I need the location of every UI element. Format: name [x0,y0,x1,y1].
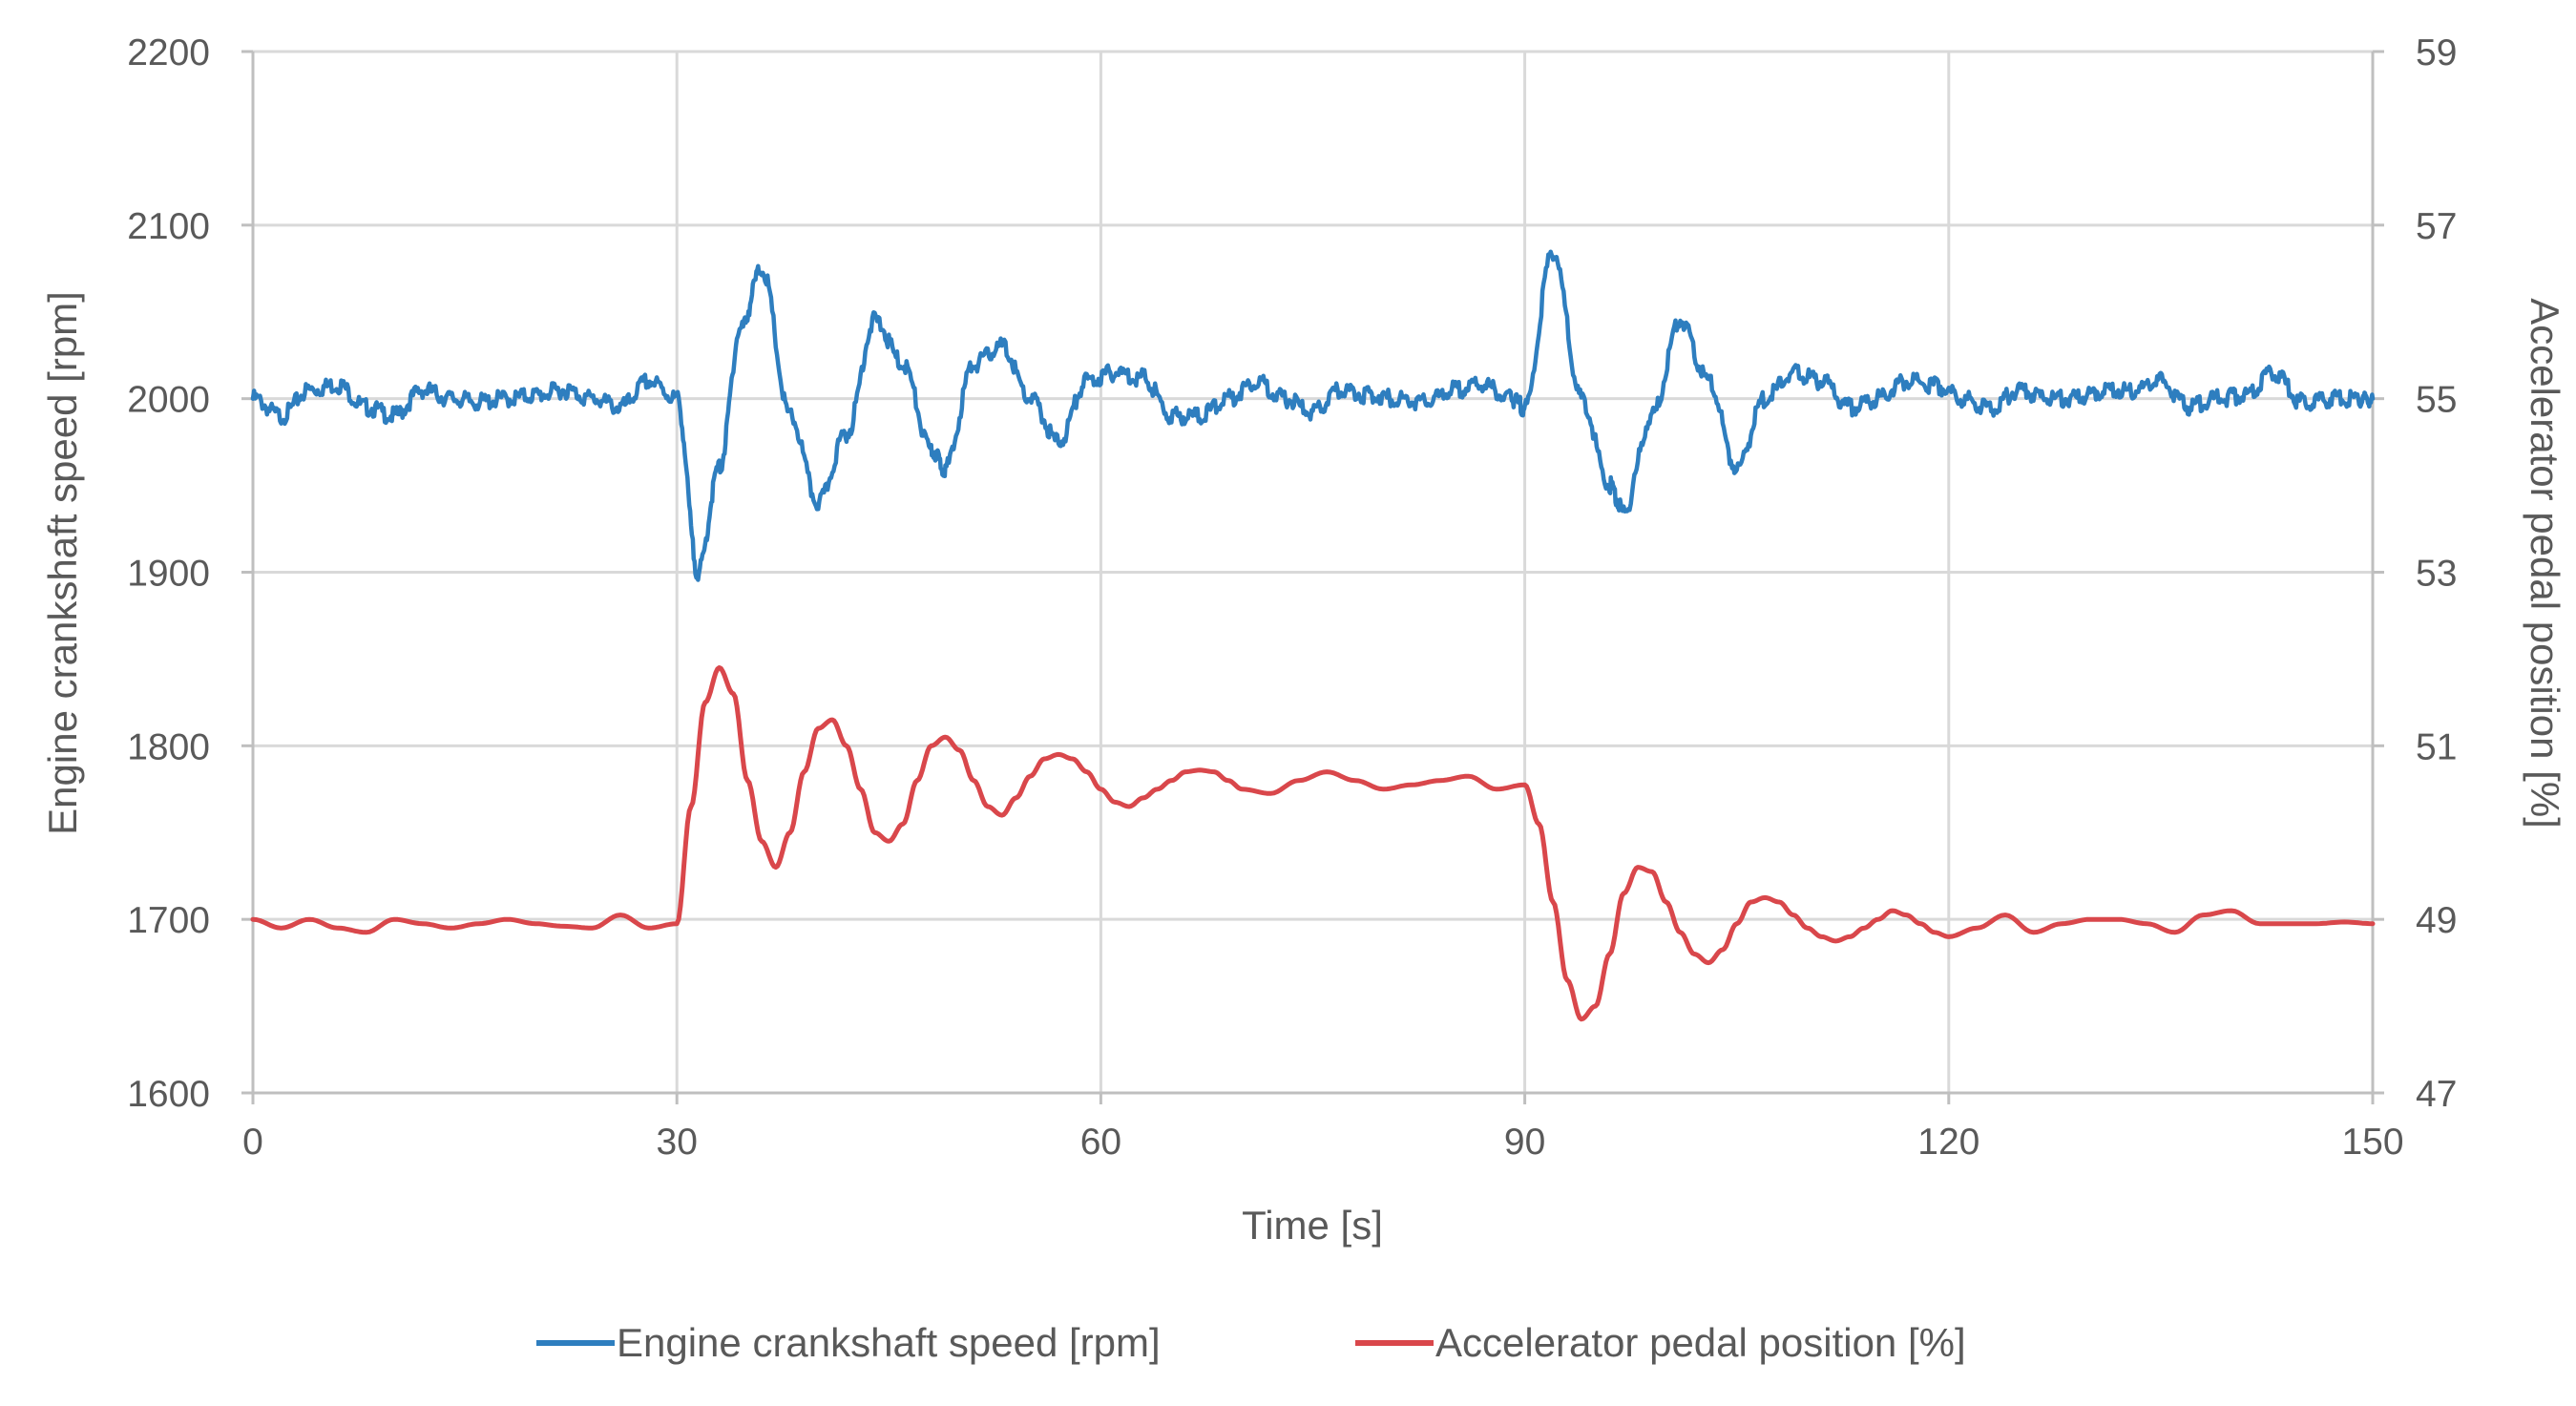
x-tick-label-0: 0 [242,1122,263,1163]
y2-tick-label-53: 53 [2416,554,2457,595]
x-tick-label-120: 120 [1917,1122,1979,1163]
y2-tick-label-55: 55 [2416,380,2457,421]
y-tick-label-2200: 2200 [127,32,210,73]
x-axis-title: Time [s] [1242,1203,1383,1248]
y-axis-title: Engine crankshaft speed [rpm] [40,291,85,835]
series-line-engine-speed [250,249,2376,582]
y-tick-label-1600: 1600 [127,1074,210,1115]
y2-axis-title: Accelerator pedal position [%] [2523,298,2567,829]
y2-tick-label-47: 47 [2416,1074,2457,1115]
series-layer [250,249,2376,1022]
x-tick-label-30: 30 [657,1122,698,1163]
y2-tick-label-57: 57 [2416,206,2457,247]
y-tick-label-1900: 1900 [127,554,210,595]
y-tick-label-1700: 1700 [127,900,210,941]
axis-layer [241,50,2384,1104]
grid-layer [253,50,2373,1093]
legend: Engine crankshaft speed [rpm] Accelerato… [536,1320,1966,1365]
y2-tick-label-59: 59 [2416,32,2457,73]
legend-label-engine-speed: Engine crankshaft speed [rpm] [617,1320,1161,1365]
series-line-pedal-position [250,665,2376,1022]
x-tick-label-150: 150 [2341,1122,2403,1163]
y2-tick-label-49: 49 [2416,900,2457,941]
y-tick-label-1800: 1800 [127,726,210,767]
y-tick-label-2000: 2000 [127,380,210,421]
y-tick-label-2100: 2100 [127,206,210,247]
legend-label-pedal-position: Accelerator pedal position [%] [1435,1320,1966,1365]
x-tick-label-90: 90 [1504,1122,1545,1163]
y2-tick-label-51: 51 [2416,726,2457,767]
x-tick-label-60: 60 [1080,1122,1121,1163]
tick-layer: 1600 1700 1800 1900 2000 2100 2200 47 49 51 53 55 57… [127,32,2457,1163]
